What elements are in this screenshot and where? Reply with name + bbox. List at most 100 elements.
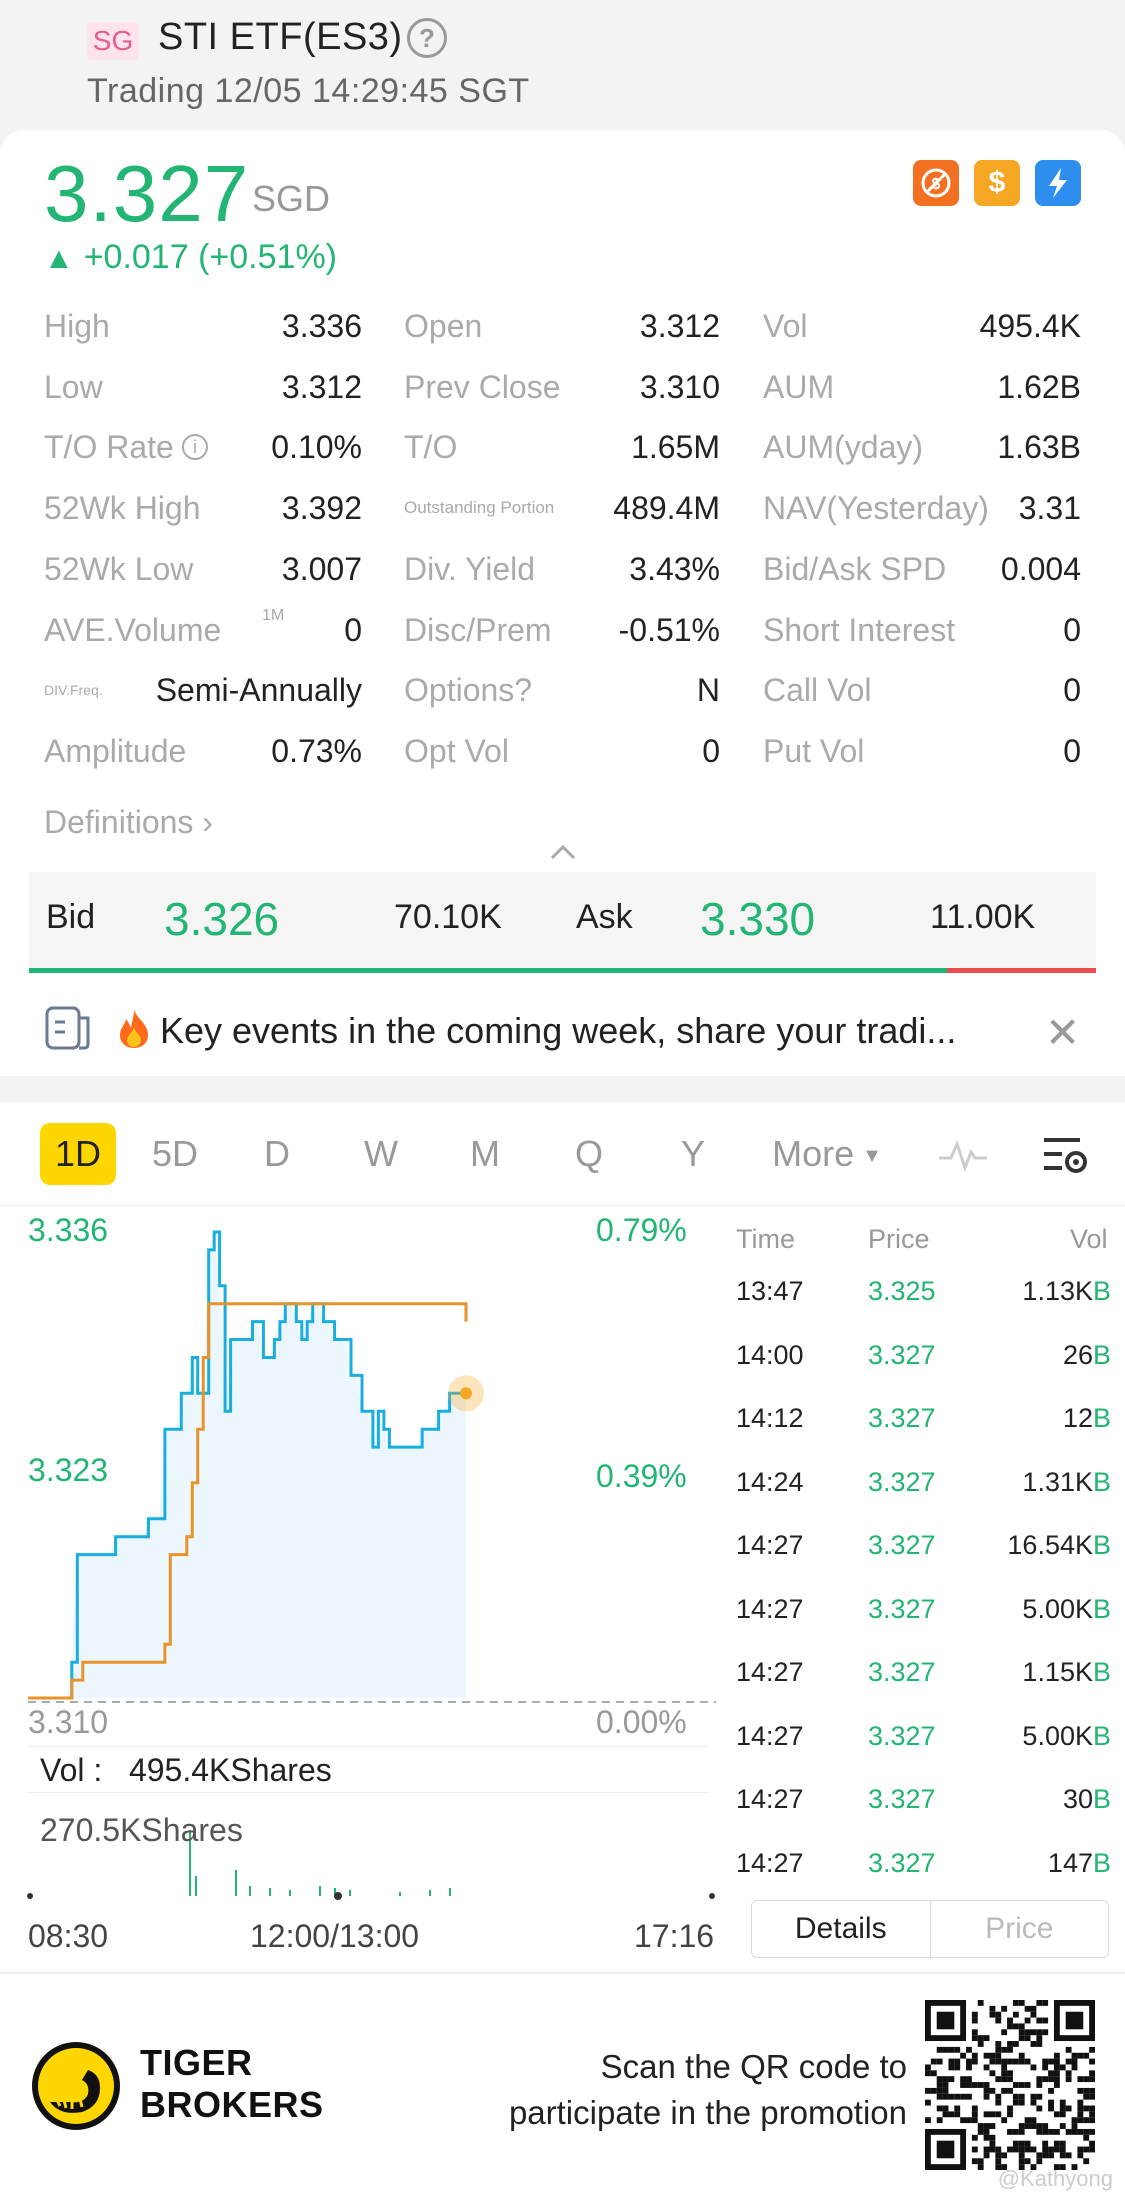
tab-w[interactable]: W [346, 1123, 416, 1185]
qr-module [983, 2152, 990, 2159]
qr-module [948, 2058, 955, 2065]
qr-module [995, 2164, 1002, 2170]
y-left-tick-bottom: 3.310 [28, 1704, 109, 1740]
tab-q[interactable]: Q [554, 1123, 624, 1185]
qr-module [1030, 2093, 1037, 2100]
ask-label: Ask [576, 898, 633, 936]
qr-module [995, 2017, 1002, 2024]
qr-module [966, 2064, 972, 2071]
x-tick-close: 17:16 [634, 1918, 715, 1954]
indicator-wave-icon[interactable] [937, 1138, 989, 1172]
qr-module [983, 2123, 990, 2129]
tab-y[interactable]: Y [658, 1123, 728, 1185]
details-tab[interactable]: Details [752, 1901, 931, 1957]
qr-module [1071, 2123, 1078, 2129]
question-circle-icon[interactable]: ? [407, 18, 447, 58]
banner-text[interactable]: Key events in the coming week, share you… [160, 1010, 957, 1051]
trade-row: 14:27 3.327 1.15KB [0, 1657, 1125, 1697]
intraday-chart[interactable] [0, 1206, 720, 1976]
qr-module [977, 2000, 984, 2006]
tab-d[interactable]: D [242, 1123, 312, 1185]
qr-module [977, 2035, 984, 2042]
qr-module [1001, 2117, 1008, 2124]
qr-module [1001, 2046, 1008, 2053]
trade-time: 14:27 [736, 1784, 804, 1814]
qr-module [1065, 2105, 1072, 2112]
qr-module [966, 2082, 972, 2088]
qr-module [1071, 2064, 1078, 2071]
tab-label: 5D [151, 1133, 199, 1174]
qr-module [966, 2058, 972, 2065]
qr-module [1030, 2164, 1037, 2170]
tab-5d[interactable]: 5D [140, 1123, 210, 1185]
price-tab[interactable]: Price [985, 1912, 1054, 1945]
trade-price: 3.327 [868, 1847, 936, 1878]
qr-module [1065, 2011, 1084, 2030]
info-icon[interactable]: i [182, 434, 208, 461]
qr-module [936, 2093, 943, 2100]
qr-module [1007, 2111, 1013, 2118]
tab-1d[interactable]: 1D [40, 1123, 116, 1185]
news-banner[interactable] [0, 985, 1125, 1075]
trade-row: 14:27 3.327 5.00KB [0, 1594, 1125, 1634]
qr-module [936, 2082, 943, 2088]
caret-down-icon: ▼ [862, 1145, 882, 1168]
qr-module [1018, 2158, 1025, 2165]
qr-module [971, 2082, 978, 2088]
stat-row: DIV.Freq. Semi-Annually [44, 665, 362, 715]
qr-module [971, 2111, 978, 2118]
fire-icon [114, 1008, 154, 1059]
chart-settings-icon[interactable] [1040, 1132, 1090, 1176]
qr-module [1024, 2123, 1031, 2129]
stat-value: 3.336 [281, 308, 362, 344]
qr-module [1089, 2046, 1095, 2053]
stat-value: -0.51% [618, 611, 720, 648]
close-icon[interactable]: ✕ [1045, 1009, 1081, 1056]
qr-module [983, 2035, 990, 2042]
qr-module [1059, 2105, 1066, 2112]
stat-label: Put Vol [763, 732, 865, 769]
chevron-up-icon[interactable] [548, 842, 578, 862]
price-area-fill [28, 1232, 466, 1698]
definitions-link[interactable]: Definitions › [44, 804, 213, 841]
dollar-icon[interactable]: $ [974, 160, 1020, 206]
stat-label-sup: 1M [262, 606, 285, 624]
qr-module [1018, 2058, 1025, 2065]
qr-module [971, 2158, 978, 2165]
volume-value: 495.4KShares [128, 1752, 332, 1788]
tab-label: 1D [54, 1133, 102, 1174]
trade-side: B [1092, 1466, 1111, 1497]
qr-module [1053, 2052, 1060, 2059]
lightning-icon[interactable] [1035, 160, 1081, 206]
trade-side: B [1092, 1593, 1111, 1624]
trade-volume: 1.13KB [1022, 1276, 1111, 1307]
trade-row: 14:00 3.327 26B [0, 1340, 1125, 1380]
qr-module [1030, 2117, 1037, 2124]
qr-module [1001, 2152, 1008, 2159]
qr-module [1012, 2023, 1019, 2030]
tab-m[interactable]: M [450, 1123, 520, 1185]
qr-module [1089, 2087, 1095, 2094]
volume-axis-dot [709, 1893, 715, 1899]
trade-volume-value: 5.00K [1022, 1720, 1093, 1751]
qr-module [960, 2093, 967, 2100]
trades-header-vol: Vol [1070, 1224, 1108, 1254]
qr-module [1012, 2146, 1019, 2153]
qr-module [925, 2099, 931, 2106]
qr-module [989, 2146, 996, 2153]
trade-row: 13:47 3.325 1.13KB [0, 1276, 1125, 1316]
qr-code-image[interactable] [925, 2000, 1095, 2170]
no-margin-icon[interactable]: $ [913, 160, 959, 206]
qr-module [1071, 2117, 1078, 2124]
divider [28, 1746, 708, 1747]
trades-header-time: Time [736, 1224, 795, 1254]
qr-module [930, 2058, 937, 2065]
tab-more[interactable]: More ▼ [762, 1123, 892, 1185]
qr-module [1018, 2152, 1025, 2159]
market-badge: SG [87, 22, 139, 60]
y-right-tick-mid: 0.39% [596, 1458, 687, 1494]
qr-module [1053, 2111, 1060, 2118]
stat-label: Bid/Ask SPD [763, 550, 947, 587]
qr-module [1024, 2117, 1031, 2124]
stat-row: Outstanding Portion 489.4M [404, 483, 720, 533]
